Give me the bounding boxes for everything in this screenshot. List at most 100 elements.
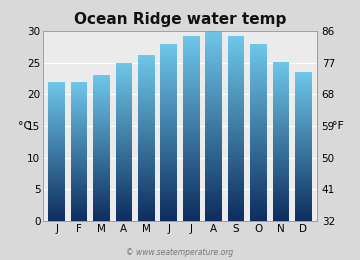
Bar <box>183 147 200 148</box>
Bar <box>93 181 110 182</box>
Bar <box>48 165 65 166</box>
Bar <box>71 96 87 97</box>
Bar <box>160 83 177 84</box>
Bar <box>116 89 132 90</box>
Bar <box>160 74 177 75</box>
Bar <box>93 203 110 204</box>
Bar <box>228 196 244 197</box>
Bar <box>205 154 222 155</box>
Bar <box>205 199 222 200</box>
Bar <box>295 206 312 207</box>
Bar <box>228 205 244 206</box>
Bar <box>250 119 267 120</box>
Bar <box>160 143 177 144</box>
Bar <box>228 132 244 133</box>
Bar <box>48 184 65 185</box>
Bar <box>48 193 65 194</box>
Bar <box>250 61 267 62</box>
Bar <box>116 163 132 164</box>
Bar <box>48 112 65 113</box>
Bar <box>116 214 132 215</box>
Bar <box>71 195 87 196</box>
Bar <box>116 136 132 137</box>
Bar <box>295 200 312 201</box>
Bar <box>138 198 155 199</box>
Bar <box>183 148 200 149</box>
Bar <box>228 170 244 171</box>
Bar <box>250 117 267 118</box>
Bar <box>48 182 65 183</box>
Bar <box>71 156 87 157</box>
Bar <box>48 122 65 123</box>
Bar <box>205 185 222 186</box>
Bar <box>250 192 267 193</box>
Bar <box>116 173 132 174</box>
Bar <box>183 124 200 125</box>
Bar <box>250 143 267 144</box>
Bar <box>295 199 312 200</box>
Bar <box>116 92 132 93</box>
Bar <box>250 200 267 201</box>
Bar <box>228 108 244 109</box>
Bar <box>93 182 110 183</box>
Bar <box>116 73 132 74</box>
Bar <box>93 188 110 189</box>
Bar <box>48 181 65 182</box>
Bar <box>183 105 200 106</box>
Bar <box>273 67 289 68</box>
Bar <box>183 44 200 45</box>
Bar <box>48 147 65 148</box>
Bar <box>273 72 289 73</box>
Bar <box>183 100 200 101</box>
Bar <box>160 86 177 87</box>
Bar <box>116 79 132 80</box>
Bar <box>116 213 132 214</box>
Bar <box>71 144 87 145</box>
Bar <box>71 106 87 107</box>
Bar <box>228 119 244 120</box>
Bar <box>295 119 312 120</box>
Bar <box>183 60 200 61</box>
Bar <box>93 148 110 149</box>
Bar <box>48 164 65 165</box>
Bar <box>183 83 200 84</box>
Bar <box>183 212 200 213</box>
Bar <box>93 193 110 194</box>
Bar <box>205 155 222 157</box>
Bar <box>228 162 244 163</box>
Bar <box>295 220 312 221</box>
Bar <box>48 190 65 191</box>
Bar <box>160 79 177 80</box>
Bar <box>183 114 200 115</box>
Bar <box>160 141 177 142</box>
Bar <box>228 112 244 113</box>
Bar <box>273 136 289 137</box>
Bar <box>93 116 110 117</box>
Bar <box>228 183 244 184</box>
Bar <box>183 214 200 216</box>
Bar <box>138 201 155 202</box>
Bar <box>183 48 200 49</box>
Bar <box>228 148 244 149</box>
Bar <box>250 186 267 187</box>
Bar <box>228 137 244 138</box>
Bar <box>205 184 222 185</box>
Bar <box>116 107 132 108</box>
Bar <box>228 210 244 211</box>
Bar <box>295 147 312 148</box>
Bar <box>48 162 65 163</box>
Bar <box>48 121 65 122</box>
Bar <box>138 187 155 188</box>
Bar <box>138 64 155 65</box>
Bar <box>160 154 177 155</box>
Bar <box>295 112 312 113</box>
Bar <box>116 149 132 150</box>
Bar <box>48 135 65 136</box>
Bar <box>116 148 132 149</box>
Bar <box>228 43 244 44</box>
Bar <box>116 161 132 162</box>
Bar <box>183 156 200 157</box>
Bar <box>93 117 110 118</box>
Bar <box>48 211 65 212</box>
Bar <box>183 70 200 71</box>
